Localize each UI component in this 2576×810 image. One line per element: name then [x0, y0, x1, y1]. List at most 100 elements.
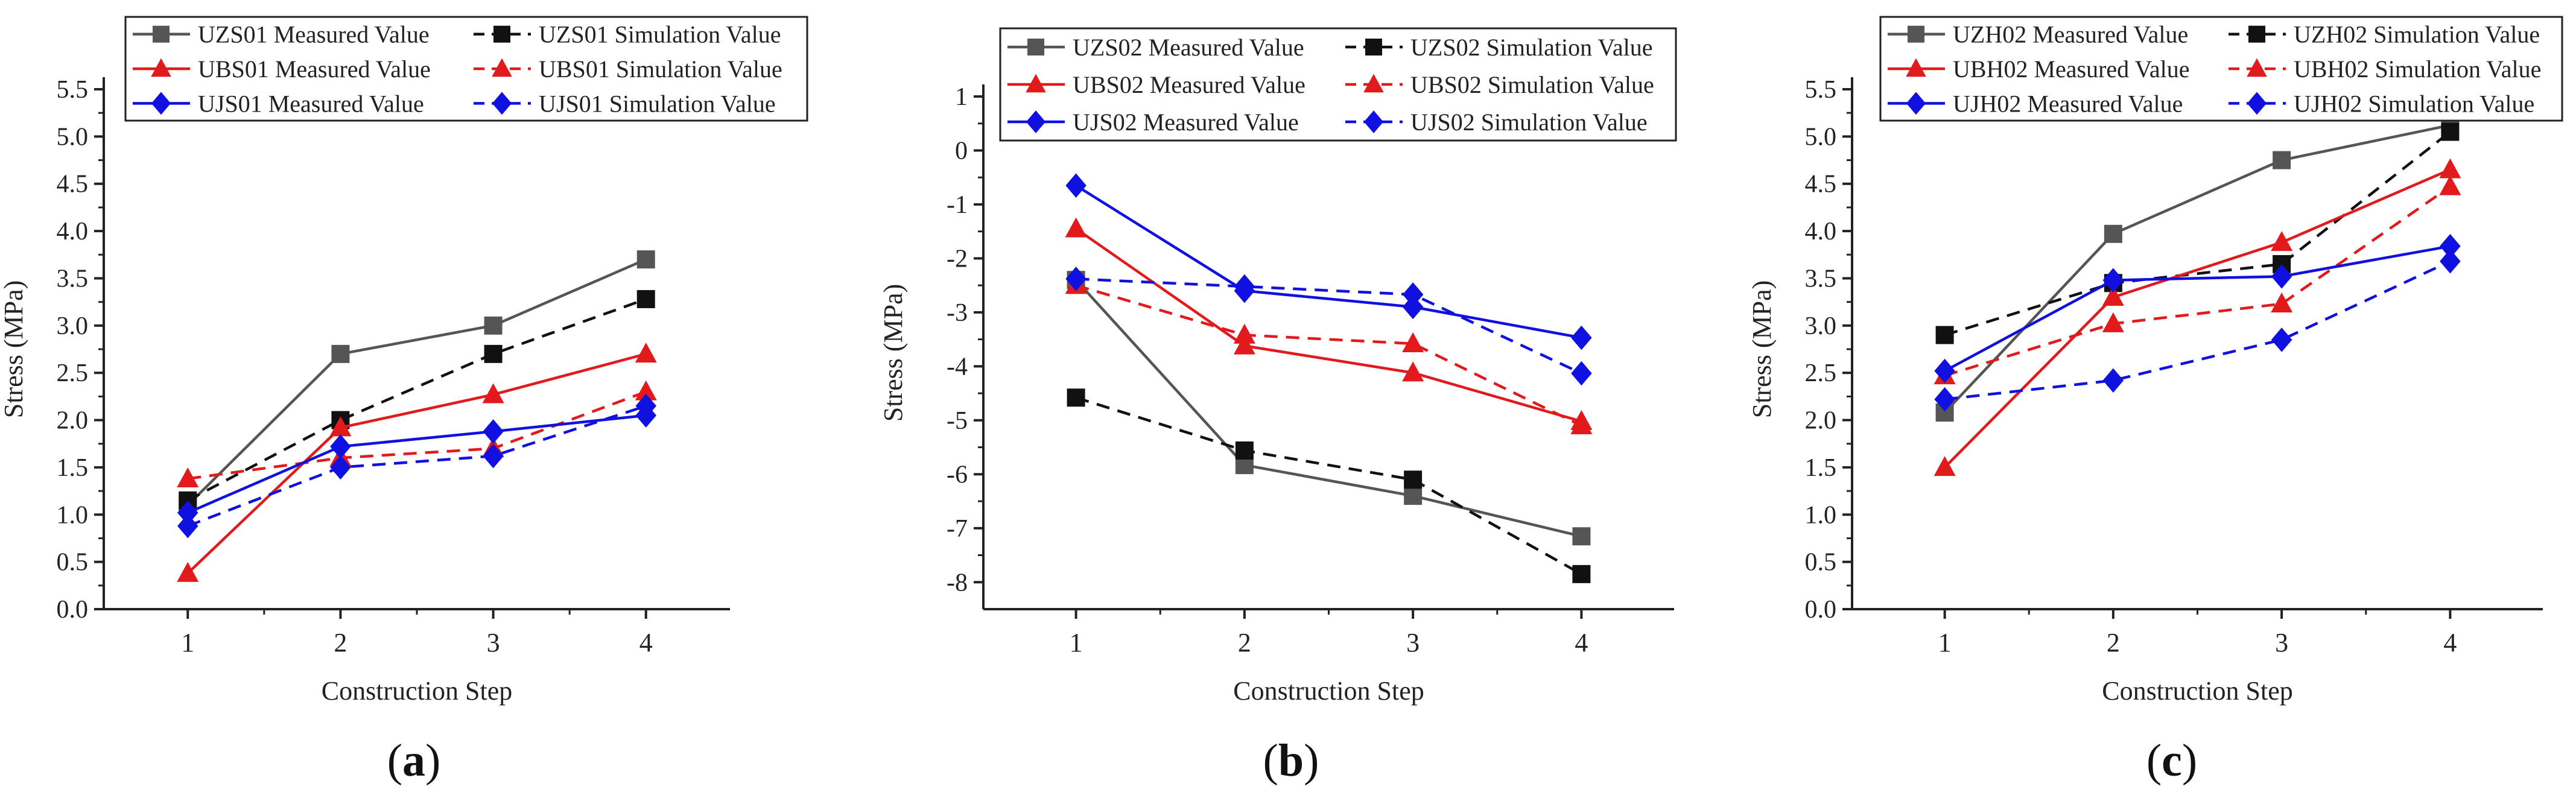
x-tick-label: 3 [1406, 628, 1420, 657]
series-line [186, 352, 647, 575]
data-point [1235, 441, 1254, 460]
data-point [177, 562, 199, 582]
legend-box [124, 16, 808, 122]
legend-label: UZS02 Simulation Value [1410, 34, 1652, 61]
panel-label-a: (a) [387, 735, 441, 786]
legend-marker [1906, 92, 1926, 115]
series-ubs01-simulation-value [177, 380, 657, 487]
data-point [1402, 332, 1424, 353]
series-line [1944, 185, 2451, 378]
data-point [1935, 326, 1954, 344]
legend-box [999, 27, 1677, 142]
series-line [187, 297, 647, 502]
data-point [2440, 233, 2461, 259]
y-tick-label: 4.5 [57, 171, 89, 198]
x-tick-label: 3 [487, 628, 500, 657]
y-tick-label: 1.5 [1805, 454, 1837, 482]
legend-marker [1363, 110, 1384, 133]
x-axis-title: Construction Step [2102, 676, 2293, 706]
data-point [1404, 487, 1423, 505]
x-tick-label: 2 [334, 628, 347, 657]
data-point [177, 500, 198, 525]
series-ubh02-measured-value [1934, 158, 2461, 476]
x-axis-title: Construction Step [322, 676, 513, 706]
legend-marker [151, 92, 171, 115]
series-line [186, 258, 647, 507]
legend-marker [1026, 110, 1046, 133]
series-ujh02-simulation-value [1934, 248, 2461, 412]
y-tick-label: 1.5 [57, 454, 89, 482]
y-tick-label: -2 [947, 245, 968, 273]
data-point [1402, 361, 1424, 382]
series-line [187, 404, 647, 528]
legend-marker [1027, 39, 1044, 55]
y-tick-label: 2.5 [1805, 359, 1837, 387]
legend: UZH02 Measured Value UZH02 Simulation Val… [1879, 16, 2563, 122]
legend-marker [2247, 92, 2267, 115]
data-point [1570, 414, 1593, 435]
data-point [2273, 151, 2291, 169]
y-tick-label: -8 [947, 569, 968, 596]
chart-b: -8 -7 -6 -5 -4 -3 -2 -1 0 1 1 2 3 4 Construction Step S… [878, 27, 1677, 706]
legend-marker [1365, 39, 1382, 55]
y-tick-label: 3.0 [1805, 312, 1837, 340]
y-tick-label: -5 [947, 407, 968, 435]
y-tick-label: 2.5 [57, 359, 89, 387]
y-axis-title: Stress (MPa) [878, 284, 908, 422]
x-tick-label: 2 [1238, 628, 1251, 657]
data-point [330, 455, 351, 480]
data-point [1572, 527, 1591, 546]
panel-label-b: (b) [1263, 735, 1319, 786]
data-point [2271, 293, 2293, 313]
x-tick-label: 4 [2443, 628, 2457, 657]
legend-label: UBH02 Measured Value [1953, 55, 2190, 83]
y-tick-label: 4.0 [57, 218, 89, 245]
series-line [1075, 283, 1582, 427]
series-uzs02-measured-value [1067, 271, 1591, 546]
legend-label: UBS01 Simulation Value [539, 55, 782, 83]
data-point [1404, 470, 1423, 489]
data-point [1067, 388, 1085, 407]
data-point [1233, 334, 1255, 355]
y-tick-label: 2.0 [1805, 407, 1837, 435]
y-tick-label: 1.0 [1805, 501, 1837, 529]
data-point [1065, 267, 1087, 291]
legend-marker [153, 25, 170, 43]
data-point [331, 344, 350, 363]
data-point [177, 513, 198, 539]
data-point [1233, 323, 1255, 344]
data-point [635, 393, 657, 419]
y-tick-label: 0 [955, 137, 968, 165]
data-point [2102, 368, 2124, 393]
y-tick-label: 2.0 [57, 407, 89, 435]
series-line [1075, 184, 1582, 340]
data-point [484, 344, 503, 363]
data-point [2441, 122, 2460, 141]
y-tick-label: 1 [955, 83, 968, 111]
legend-label: UJS02 Measured Value [1073, 109, 1299, 136]
y-tick-label: 4.0 [1805, 218, 1837, 245]
data-point [2102, 286, 2124, 306]
y-axis-title: Stress (MPa) [0, 280, 28, 419]
y-tick-label: 0.0 [1805, 596, 1837, 624]
series-uzh02-simulation-value [1935, 122, 2460, 344]
y-tick-label: 5.5 [1805, 76, 1837, 104]
data-point [1571, 361, 1592, 386]
data-point [2439, 175, 2461, 195]
legend-label: UZH02 Measured Value [1953, 21, 2188, 48]
data-point [483, 443, 504, 469]
series-ubs01-measured-value [177, 343, 657, 582]
legend-label: UJS01 Simulation Value [539, 90, 776, 117]
legend-marker [492, 92, 512, 115]
series-line [1944, 244, 2451, 373]
data-point [2439, 158, 2461, 179]
series-line [1075, 227, 1582, 423]
legend-label: UBS02 Measured Value [1073, 71, 1305, 98]
series-line [1944, 130, 2451, 337]
data-point [330, 434, 351, 459]
y-tick-label: -3 [947, 299, 968, 327]
data-point [1934, 387, 1955, 412]
legend-marker [492, 58, 512, 77]
